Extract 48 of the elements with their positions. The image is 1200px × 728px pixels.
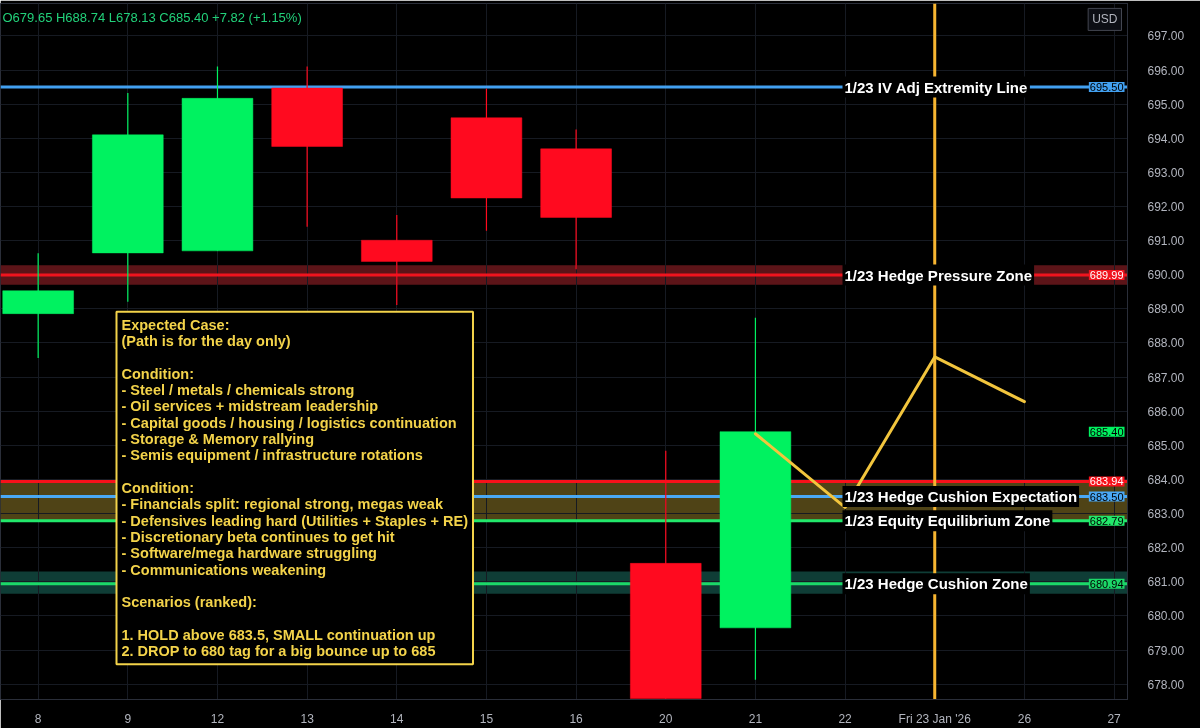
y-tick-label: 692.00 <box>1147 200 1185 214</box>
x-tick-label: 9 <box>124 711 132 726</box>
y-tick-label: 693.00 <box>1147 165 1185 180</box>
y-tick-label: 695.00 <box>1147 97 1185 112</box>
x-tick-label: 15 <box>479 711 494 726</box>
x-tick-label: 16 <box>569 711 584 726</box>
annotation: O679.65 H688.74 L678.13 C685.40 +7.82 (+1.15%) <box>2 9 302 25</box>
y-tick-label: 680.00 <box>1147 609 1185 624</box>
y-tick-label: 691.00 <box>1147 234 1185 249</box>
ref-line-label: 1/23 Hedge Cushion Expectation <box>844 488 1078 505</box>
y-tick-label: 686.00 <box>1147 404 1185 419</box>
annotation: 682.79 <box>1089 514 1124 527</box>
y-tick-label: 694.00 <box>1147 131 1185 146</box>
x-tick-label: 14 <box>390 711 404 726</box>
x-tick-label: 26 <box>1017 711 1032 726</box>
x-tick-label: 12 <box>210 711 225 726</box>
annotation: 685.40 <box>1089 425 1124 438</box>
y-tick-label: 685.00 <box>1147 438 1185 453</box>
y-tick-label: 682.00 <box>1147 541 1185 556</box>
ref-line-label: 1/23 IV Adj Extremity Line <box>844 78 1028 96</box>
x-tick-label: 22 <box>838 711 853 726</box>
annotation: 683.94 <box>1089 475 1124 488</box>
y-tick-label: 696.00 <box>1147 63 1185 78</box>
x-tick-label: 21 <box>748 711 763 726</box>
y-tick-label: 679.00 <box>1147 643 1185 658</box>
y-tick-label: 687.00 <box>1147 370 1185 385</box>
y-tick-label: 689.00 <box>1147 302 1185 317</box>
x-tick-label: 20 <box>659 711 673 726</box>
annotation: 695.50 <box>1089 81 1124 94</box>
y-axis-title: USD <box>1092 12 1118 27</box>
ref-line-label: 1/23 Equity Equilibrium Zone <box>844 512 1051 530</box>
ref-line-label: 1/23 Hedge Cushion Zone <box>844 575 1028 593</box>
y-tick-label: 681.00 <box>1147 575 1185 590</box>
y-tick-label: 688.00 <box>1147 336 1185 351</box>
annotation: 680.94 <box>1089 577 1124 590</box>
x-tick-label: Fri 23 Jan '26 <box>898 711 972 726</box>
y-tick-label: 690.00 <box>1147 268 1185 283</box>
annotation: 683.50 <box>1089 490 1124 503</box>
x-tick-label: 8 <box>34 711 42 726</box>
y-tick-label: 678.00 <box>1147 677 1185 692</box>
x-tick-label: 13 <box>300 711 315 726</box>
x-tick-label: 27 <box>1107 711 1122 726</box>
y-tick-label: 684.00 <box>1147 472 1185 487</box>
y-tick-label: 697.00 <box>1147 29 1185 44</box>
y-tick-label: 683.00 <box>1147 507 1185 522</box>
text: Expected Case: (Path is for the day only) Condition: - Steel / metals / chemicals strong - Oil services + midstream leadership - Capital goods / housing / logistics continuation - Storage & Memory rallying - Semis equipment / infrastructure rotations Condition: - Financials split: regional strong, megas weak - Defensives leading hard (Utilities + Staples + RE) - Discretionary beta continues to get hit - Software/mega hardware struggling - Communications weakening Scenarios (ranked): 1. HOLD above 683.5, SMALL continuation up 2. DROP to 680 tag for a big bounce up to 685 <box>121 316 468 660</box>
annotation: 689.99 <box>1089 269 1124 282</box>
ref-line-label: 1/23 Hedge Pressure Zone <box>844 266 1033 284</box>
